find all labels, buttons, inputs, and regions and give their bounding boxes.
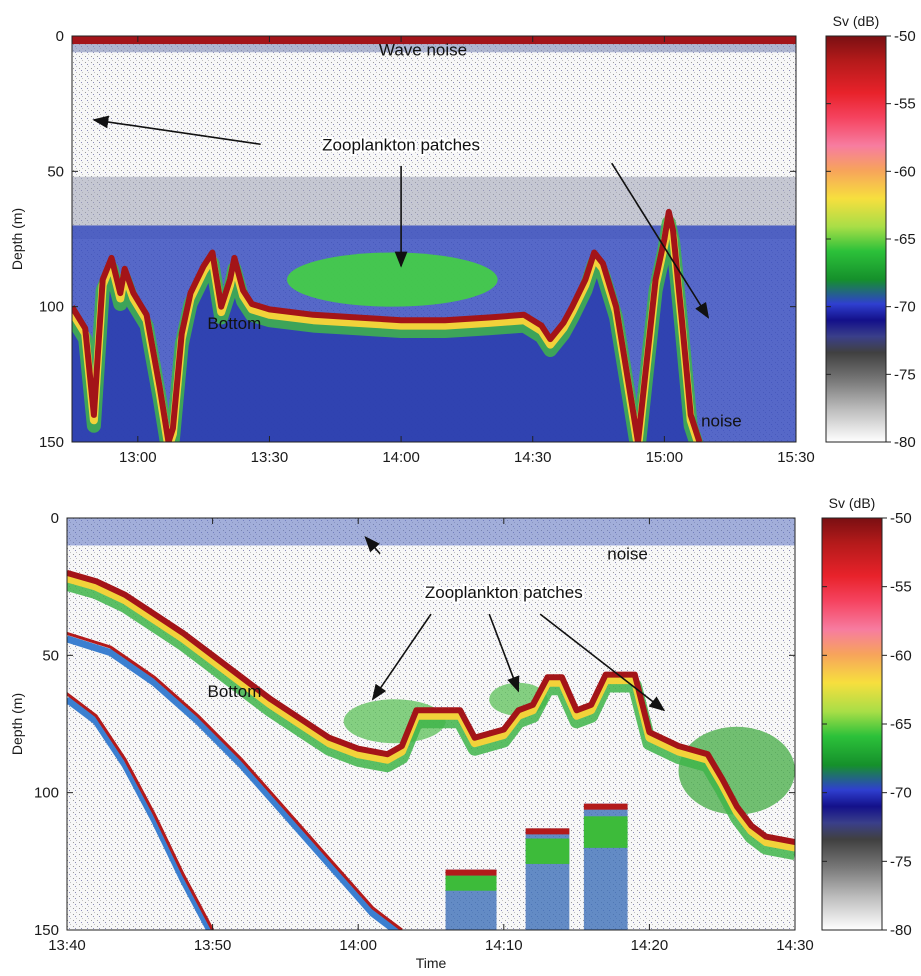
- echogram-panel-top: 0 50 100 150 13:00 13:30 14:00 14:30 15:00 15:30 D…: [0, 0, 921, 480]
- x-tick-label: 15:30: [777, 449, 815, 466]
- colorbar-label: Sv (dB): [829, 495, 876, 511]
- x-tick-label: 15:00: [646, 449, 684, 466]
- annotation-arrow: [611, 162, 710, 319]
- annotation-arrow: [371, 613, 432, 701]
- echogram-top-svg: 0 50 100 150 13:00 13:30 14:00 14:30 15:00 15:30 D…: [9, 13, 916, 466]
- annotation-label: Bottom: [208, 682, 262, 701]
- annotation-arrow: [488, 613, 520, 693]
- plot-frame: [71, 35, 797, 443]
- colorbar-tick-label: -50: [894, 28, 916, 45]
- y-tick-label: 150: [39, 434, 64, 451]
- zooplankton-patch: [678, 726, 795, 815]
- second-echo: [67, 631, 403, 930]
- annotation-label: noise: [607, 545, 648, 564]
- y-axis-label: Depth (m): [9, 693, 25, 755]
- y-tick-label: 150: [34, 922, 59, 939]
- x-tick-label: 13:50: [194, 937, 232, 954]
- y-tick-label: 0: [51, 510, 59, 527]
- y-tick-label: 50: [47, 163, 64, 180]
- bottom-echo: [67, 570, 795, 846]
- annotation-arrow: [364, 536, 381, 555]
- colorbar-tick-label: -75: [894, 366, 916, 383]
- colorbar-tick-label: -65: [890, 716, 912, 733]
- annotation-label: Zooplankton patches: [322, 135, 480, 154]
- x-tick-label: 13:00: [119, 449, 157, 466]
- y-tick-label: 100: [39, 299, 64, 316]
- annotation-arrow: [539, 613, 666, 712]
- y-axis-label: Depth (m): [9, 208, 25, 270]
- x-tick-label: 14:30: [514, 449, 552, 466]
- colorbar-tick-label: -65: [894, 231, 916, 248]
- third-echo: [67, 692, 214, 930]
- colorbar-tick-label: -70: [890, 785, 912, 802]
- y-tick-label: 50: [42, 647, 59, 664]
- surface-noise: [67, 518, 795, 546]
- colorbar-tick-label: -80: [894, 434, 916, 451]
- plot-area: [67, 518, 795, 930]
- third-echo-halo: [67, 696, 214, 930]
- second-echo-halo: [67, 635, 401, 930]
- colorbar-tick-label: -50: [890, 510, 912, 527]
- colorbar-tick-label: -80: [890, 922, 912, 939]
- annotation-label: Wave noise: [379, 41, 467, 60]
- annotation-label: noise: [701, 411, 742, 430]
- x-tick-label: 14:10: [485, 937, 523, 954]
- echogram-panel-bottom: 0 50 100 150 13:40 13:50 14:00 14:10 14:20 14:30 D…: [0, 480, 921, 971]
- echogram-0: 0 50 100 150 13:00 13:30 14:00 14:30 15:00 15:30 D…: [9, 13, 916, 466]
- colorbar: [821, 517, 883, 931]
- colorbar-tick-label: -60: [894, 163, 916, 180]
- colorbar-tick-label: -70: [894, 299, 916, 316]
- x-tick-label: 13:30: [251, 449, 289, 466]
- annotation-arrow: [92, 115, 261, 146]
- bottom-echo-halo: [67, 577, 795, 860]
- y-tick-label: 0: [56, 28, 64, 45]
- x-tick-label: 14:00: [339, 937, 377, 954]
- plot-area: [72, 36, 796, 442]
- x-tick-label: 13:40: [48, 937, 86, 954]
- colorbar: [825, 35, 887, 443]
- annotation-label: Zooplankton patches: [425, 583, 583, 602]
- x-tick-label: 14:30: [776, 937, 814, 954]
- y-tick-label: 100: [34, 785, 59, 802]
- colorbar-tick-label: -60: [890, 647, 912, 664]
- plot-frame: [66, 517, 796, 931]
- zooplankton-patch: [287, 252, 498, 307]
- colorbar-tick-label: -75: [890, 853, 912, 870]
- colorbar-tick-label: -55: [890, 579, 912, 596]
- x-tick-label: 14:20: [631, 937, 669, 954]
- bottom-echo: [72, 208, 703, 442]
- x-axis-label: Time: [416, 955, 447, 971]
- x-tick-label: 14:00: [382, 449, 420, 466]
- colorbar-label: Sv (dB): [833, 13, 880, 29]
- annotation-label: Bottom: [207, 314, 261, 333]
- colorbar-tick-label: -55: [894, 96, 916, 113]
- wave-noise-band: [72, 36, 796, 45]
